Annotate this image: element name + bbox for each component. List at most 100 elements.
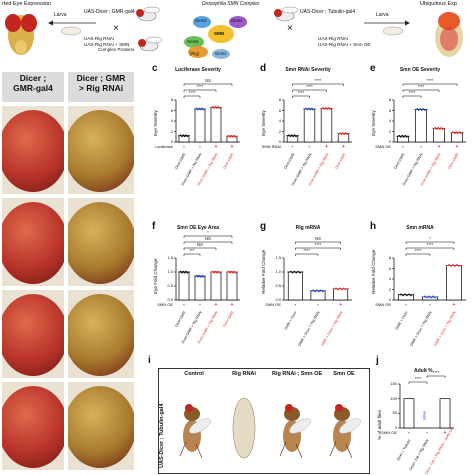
y-tick-label: 8 [278, 97, 281, 102]
fly-icon [329, 404, 361, 459]
bar [194, 275, 206, 301]
y-tick-label: 0 [388, 139, 391, 144]
significance-label: **** [408, 90, 416, 95]
y-tick-label: 2 [170, 128, 173, 134]
condition-sign: + [455, 144, 459, 150]
panel-j-row-label: SMN OE [381, 430, 397, 435]
panel-i-letter: i [148, 355, 151, 366]
y-tick-label: 4 [278, 118, 281, 123]
panel-h-letter: h [370, 221, 377, 232]
bar [226, 271, 238, 301]
arrow-left-icon [48, 20, 96, 26]
panel-d: d Smn RNAi Severity Eye Severity 8 6 4 2 0 **** *… [258, 62, 358, 192]
larva-icon-right [382, 26, 404, 36]
panel-c-letter: c [152, 63, 158, 74]
larva-icon [60, 26, 82, 36]
compound-eye [68, 386, 134, 468]
y-tick-label: 2 [388, 128, 391, 134]
significance-bracket [183, 89, 217, 92]
bar [403, 398, 415, 429]
panel-f-title: Smn OE Eye Area [176, 225, 220, 231]
eye-panel: Dicer ; GMR-gal4 Dicer ; GMR > Rig RNAi [0, 70, 136, 474]
condition-sign: - [405, 302, 407, 308]
eye-photo [68, 382, 134, 470]
panel-j-plot [398, 375, 454, 429]
y-tick-label: 0 [394, 425, 397, 430]
significance-label: **** [426, 78, 434, 83]
significance-bracket [405, 247, 455, 250]
node-gem3: Gem3 [195, 18, 207, 23]
fly-column-label: Rig RNAi [232, 371, 256, 377]
condition-sign: - [199, 144, 201, 150]
cross-right-line-2: UAS-Rig RNAi + Smn OE [318, 41, 371, 47]
y-tick-label: 6 [170, 107, 173, 113]
y-tick-label: 0.0 [167, 297, 173, 302]
significance-bracket [292, 83, 344, 86]
compound-eye [2, 110, 64, 192]
significance-bracket [183, 83, 233, 86]
significance-bracket [183, 235, 233, 238]
significance-bracket [402, 95, 422, 98]
condition-sign: - [317, 302, 319, 308]
condition-sign: - [426, 430, 428, 436]
eye-col1-header: Dicer ; GMR-gal4 [2, 72, 64, 102]
y-tick-label: 1.0 [275, 269, 281, 274]
eye-col2-header: Dicer ; GMR > Rig RNAi [68, 72, 134, 102]
panel-f-row-label: SMN OE [157, 302, 173, 307]
panel-d-row-label: SMN RNAi [261, 144, 281, 149]
significance-bracket [402, 83, 458, 86]
condition-sign: + [214, 144, 218, 150]
significance-label: **** [297, 90, 305, 95]
panel-i-side-label: UAS-Dicer ; Tubulin-gal4 [159, 403, 165, 468]
significance-bracket [295, 241, 341, 244]
eye-photo [68, 198, 134, 286]
significance-label: **** [432, 370, 440, 375]
bar [320, 108, 333, 143]
y-tick-label: 4 [388, 276, 391, 281]
cross-left-top: UAS-Dicer ; GMR-gal4 [84, 9, 135, 15]
significance-label: *** [189, 248, 195, 253]
significance-label: **** [426, 242, 434, 247]
significance-bracket [295, 247, 341, 250]
adult-fly-icon-right [274, 6, 299, 22]
eye-photo [68, 106, 134, 194]
condition-sign: - [308, 144, 311, 150]
condition-sign: - [294, 302, 297, 308]
significance-label: **** [314, 78, 322, 83]
y-tick-label: 0 [170, 139, 173, 144]
panel-d-letter: d [260, 63, 267, 74]
cross-symbol-left: × [113, 23, 119, 34]
y-tick-label: 4 [170, 118, 173, 123]
fly-head-icon [5, 14, 37, 55]
fly-icon [179, 404, 211, 459]
bar [439, 398, 451, 429]
condition-sign: - [183, 144, 185, 150]
adult-fly-icon-left-2 [138, 36, 163, 52]
significance-label: **** [314, 242, 322, 247]
significance-label: NS [205, 236, 211, 241]
bar [210, 106, 222, 143]
y-tick-label: 8 [388, 255, 391, 260]
larva-label-right: Larva [376, 12, 389, 18]
node-gem4: Gem4 [231, 18, 243, 23]
significance-label: **** [196, 84, 204, 89]
significance-bracket [426, 375, 446, 378]
significance-label: NS [197, 242, 203, 247]
condition-sign: - [420, 144, 422, 150]
significance-label: **** [414, 376, 422, 381]
y-tick-label: 1.5 [275, 255, 281, 260]
y-tick-label: 8 [388, 97, 391, 102]
cross-left-line-1: UAS-Rig RNAi [84, 36, 114, 41]
significance-bracket [405, 241, 455, 244]
panel-e-title: Smn OE Severity [399, 67, 441, 73]
cross-symbol-right: × [287, 23, 293, 34]
fly-photo [322, 382, 366, 470]
y-tick-label: 0 [388, 297, 391, 302]
panel-d-plot [282, 83, 352, 143]
panel-f-plot [174, 235, 240, 301]
significance-label: **** [414, 248, 422, 253]
fly-photo [272, 382, 316, 470]
y-tick-label: 4 [388, 118, 391, 123]
panel-h: h Smn mRNA Relative Fold Change 8 6 4 2 0 **** **… [368, 220, 472, 352]
larva-label-left: Larva [54, 12, 67, 18]
